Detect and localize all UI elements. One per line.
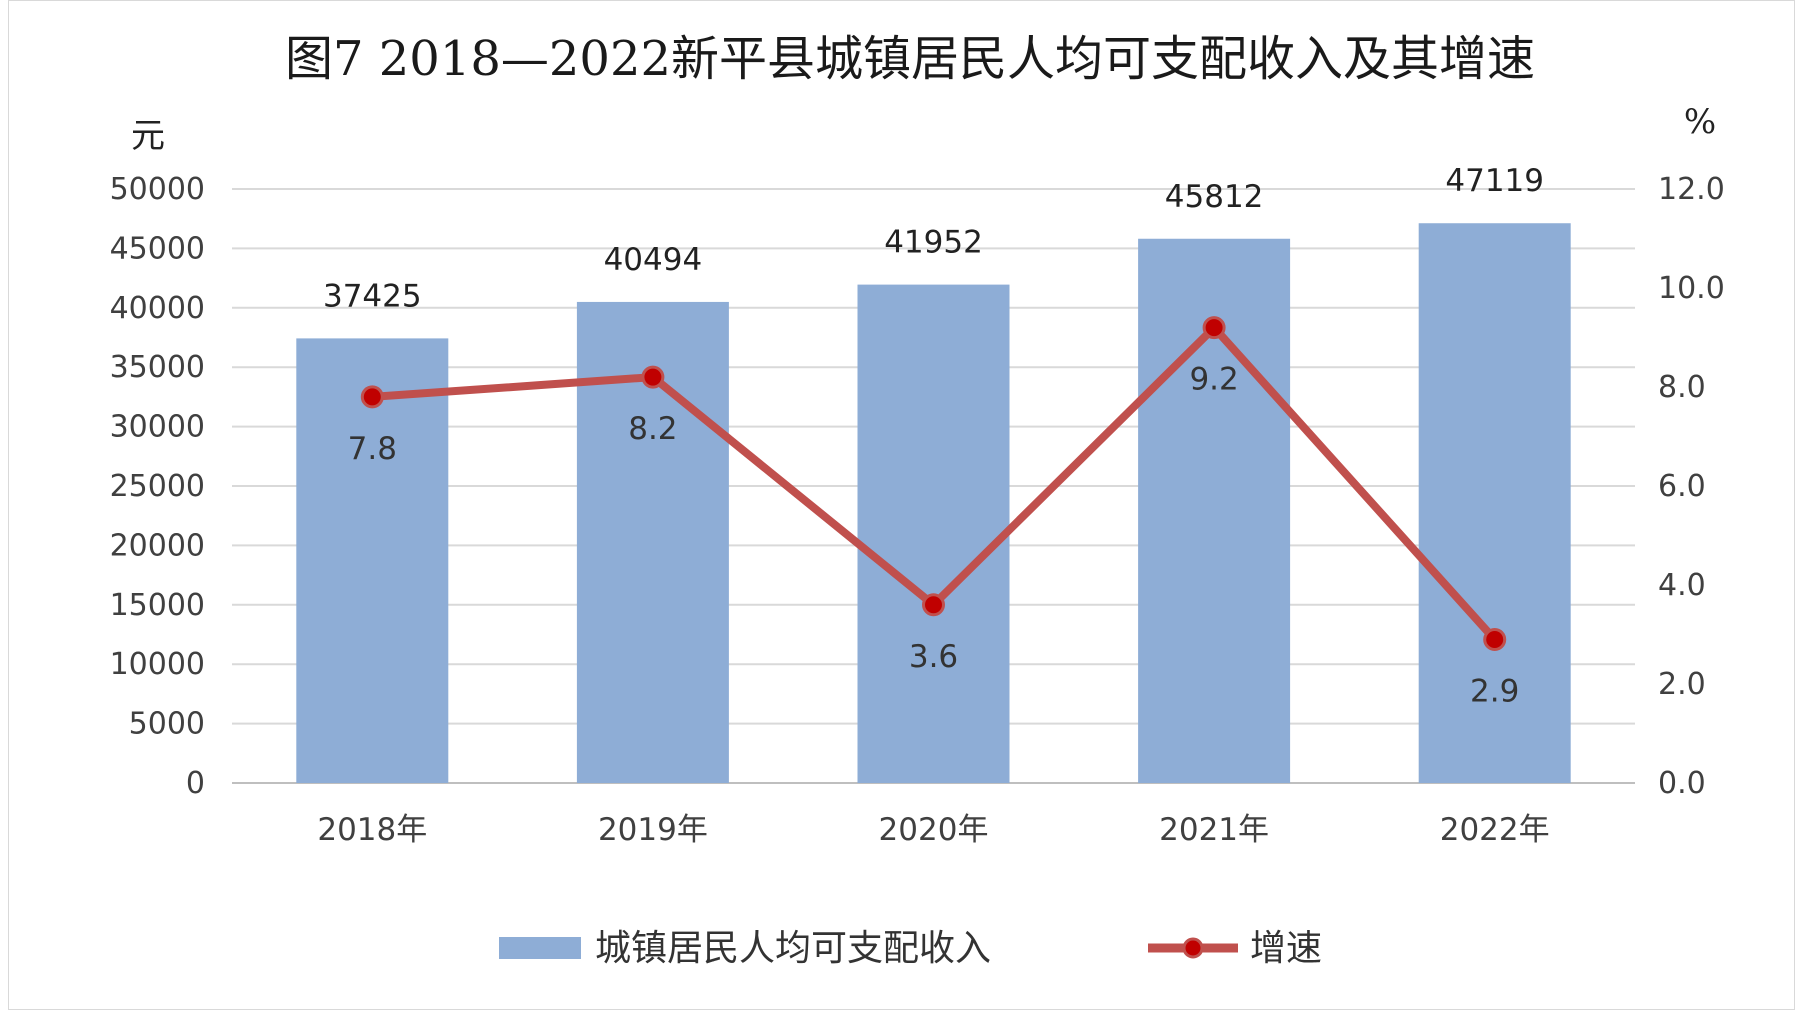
legend-bar-swatch [499,937,581,959]
line-point [360,385,384,409]
data-labels: 37425 40494 41952 45812 47119 7.8 8.2 3.6 9.2 2.9 [323,163,1544,709]
category-label: 2019年 [598,812,708,848]
line-point [922,593,945,617]
right-tick-label: 0.0 [1658,766,1706,801]
category-label: 2020年 [879,812,989,848]
category-label: 2021年 [1159,812,1269,848]
chart-title: 图7 2018—2022新平县城镇居民人均可支配收入及其增速 [285,31,1535,87]
left-tick-label: 25000 [110,469,205,504]
line-value-label: 2.9 [1470,673,1519,709]
category-label: 2022年 [1440,812,1550,848]
left-tick-label: 20000 [110,528,205,563]
line-value-label: 3.6 [909,639,958,675]
bar-value-label: 47119 [1445,163,1544,199]
left-tick-label: 15000 [110,588,205,623]
bar [857,284,1010,783]
bar [1418,223,1571,784]
left-tick-label: 5000 [129,707,205,742]
line-value-label: 9.2 [1189,362,1238,398]
left-axis-unit: 元 [131,116,165,156]
legend-bar-label: 城镇居民人均可支配收入 [595,928,991,969]
line-value-label: 8.2 [628,411,677,447]
bar-value-label: 37425 [323,278,422,314]
line-value-label: 7.8 [348,431,397,467]
right-tick-label: 8.0 [1658,370,1706,405]
bar [296,338,449,783]
right-tick-label: 12.0 [1658,172,1725,207]
right-tick-label: 6.0 [1658,469,1706,504]
left-tick-label: 45000 [110,231,205,266]
legend-line-marker [1182,937,1204,959]
line-point [641,365,665,389]
legend-line-label: 增速 [1250,928,1322,969]
left-tick-label: 50000 [110,172,205,207]
left-tick-label: 35000 [110,350,205,385]
right-tick-label: 2.0 [1658,667,1706,702]
left-tick-label: 40000 [110,291,205,326]
bar-series [296,223,1571,784]
left-tick-label: 0 [186,766,205,801]
legend: 城镇居民人均可支配收入 增速 [499,928,1322,969]
line-point [1483,627,1507,651]
left-tick-label: 30000 [110,410,205,445]
right-tick-label: 4.0 [1658,568,1706,603]
right-tick-label: 10.0 [1658,271,1725,306]
bar-value-label: 40494 [604,242,703,278]
left-tick-label: 10000 [110,647,205,682]
axis-labels: 0 5000 10000 15000 20000 25000 30000 35000 40000… [110,172,1725,848]
bar-value-label: 41952 [884,225,983,261]
bar-value-label: 45812 [1165,179,1264,215]
category-label: 2018年 [317,812,427,848]
line-point [1202,316,1226,340]
line-series [360,316,1507,651]
right-axis-unit: % [1684,102,1716,142]
